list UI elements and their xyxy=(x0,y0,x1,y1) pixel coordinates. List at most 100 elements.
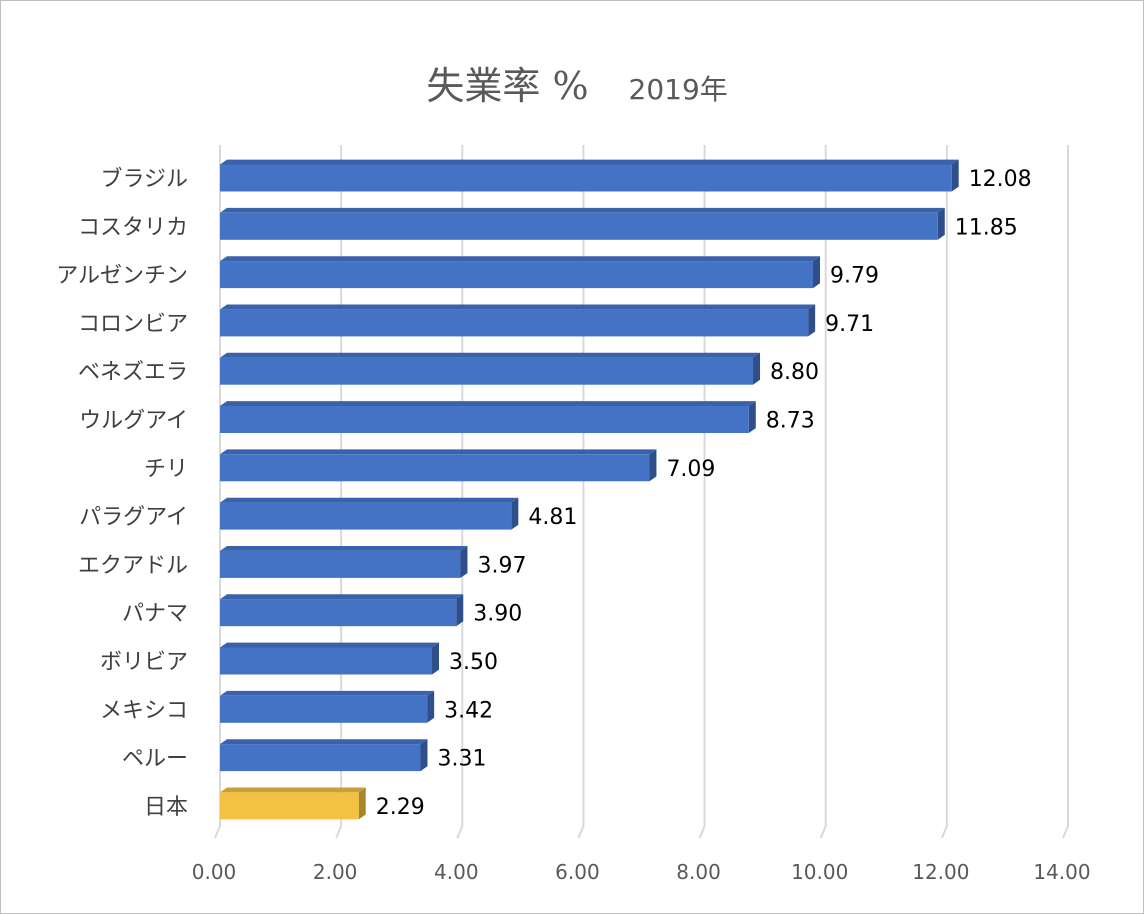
category-label: パナマ xyxy=(122,602,188,627)
category-label: アルゼンチン xyxy=(56,264,188,289)
data-label: 4.81 xyxy=(528,505,577,530)
bar xyxy=(220,352,761,385)
bar-top-face xyxy=(220,594,464,600)
category-label: コロンビア xyxy=(78,312,188,337)
bar xyxy=(220,159,959,192)
data-label: 9.79 xyxy=(830,264,879,289)
bar-top-face xyxy=(220,690,435,696)
bar-front-face xyxy=(220,164,952,192)
bar-front-face xyxy=(220,212,938,240)
chart-title: 失業率 % 2019年 xyxy=(0,36,1144,110)
bar-front-face xyxy=(220,550,461,578)
category-label: メキシコ xyxy=(100,698,188,723)
bar xyxy=(220,594,464,627)
gridline xyxy=(577,145,585,839)
data-label: 12.08 xyxy=(969,167,1032,192)
bar-top-face xyxy=(220,497,519,503)
bar-top-face xyxy=(220,449,657,455)
bar-side-face xyxy=(753,352,761,385)
bar-side-face xyxy=(358,787,366,820)
bar xyxy=(220,787,366,820)
bar-side-face xyxy=(748,401,756,433)
category-label: パラグアイ xyxy=(79,505,188,530)
gridline xyxy=(456,145,464,839)
bar-front-face xyxy=(220,647,432,675)
category-label: ブラジル xyxy=(100,167,188,192)
gridline xyxy=(335,145,343,839)
bar-side-face xyxy=(432,642,439,675)
data-label: 8.80 xyxy=(770,360,819,385)
x-tick-label: 8.00 xyxy=(676,860,721,884)
bar xyxy=(220,207,945,240)
gridline xyxy=(819,145,827,839)
bar xyxy=(220,401,756,433)
x-axis-tick-labels: 0.00 2.00 4.00 6.00 8.00 10.00 12.00 14.00 xyxy=(192,860,1091,884)
bar-front-face xyxy=(220,357,754,385)
category-label: ボリビア xyxy=(100,650,188,675)
category-label: ベネズエラ xyxy=(78,360,188,385)
bar-top-face xyxy=(220,304,816,310)
bar-front-face xyxy=(220,599,457,627)
bar-side-face xyxy=(649,449,657,482)
data-label: 8.73 xyxy=(766,409,815,434)
gridline xyxy=(698,145,706,839)
x-tick-label: 10.00 xyxy=(791,860,848,884)
bar xyxy=(220,304,816,337)
x-tick-label: 14.00 xyxy=(1033,860,1090,884)
data-label: 3.50 xyxy=(449,650,498,675)
category-label: エクアドル xyxy=(78,553,188,578)
data-label: 3.31 xyxy=(437,747,486,772)
bar-side-face xyxy=(511,497,519,530)
bar-side-face xyxy=(427,690,435,723)
x-tick-label: 12.00 xyxy=(912,860,969,884)
bar-side-face xyxy=(951,159,959,192)
x-tick-label: 4.00 xyxy=(434,860,479,884)
category-label: 日本 xyxy=(144,795,188,820)
bar xyxy=(220,690,435,723)
data-label: 7.09 xyxy=(666,457,715,482)
data-label: 2.29 xyxy=(376,795,425,820)
gridlines xyxy=(214,145,1069,839)
data-label: 11.85 xyxy=(955,215,1018,240)
bar xyxy=(220,497,519,530)
bar-front-face xyxy=(220,502,512,530)
bar-side-face xyxy=(456,594,464,627)
bar-top-face xyxy=(220,401,756,406)
category-label: ウルグアイ xyxy=(79,409,188,434)
data-label: 3.42 xyxy=(444,698,493,723)
bar-side-face xyxy=(420,739,428,772)
bar xyxy=(220,256,820,289)
chart-title-main: 失業率 % xyxy=(426,64,589,108)
bar-side-face xyxy=(460,546,468,578)
bar-front-face xyxy=(220,744,421,772)
bar-front-face xyxy=(220,406,749,433)
gridline xyxy=(1062,145,1069,839)
gridline xyxy=(214,145,221,839)
chart-subtitle: 2019年 xyxy=(628,73,728,106)
bar-front-face xyxy=(220,695,428,723)
category-label: コスタリカ xyxy=(78,215,188,240)
bar-top-face xyxy=(220,787,366,793)
bars xyxy=(220,159,959,820)
bar xyxy=(220,546,468,578)
bar xyxy=(220,642,439,675)
data-label: 3.97 xyxy=(477,553,526,578)
x-tick-label: 2.00 xyxy=(313,860,358,884)
bar-top-face xyxy=(220,739,428,745)
gridline xyxy=(940,145,948,839)
category-label: チリ xyxy=(144,457,188,482)
bar-top-face xyxy=(220,642,439,648)
bar-side-face xyxy=(937,207,945,240)
data-label: 9.71 xyxy=(825,312,874,337)
bar-side-face xyxy=(812,256,820,289)
bar-top-face xyxy=(220,159,959,165)
bar-front-face xyxy=(220,309,809,337)
bar xyxy=(220,739,428,772)
bar-top-face xyxy=(220,546,468,551)
bar-front-face xyxy=(220,454,650,482)
bar-top-face xyxy=(220,207,945,213)
bar-front-face xyxy=(220,261,813,289)
data-labels: 12.08 11.85 9.79 9.718.80 8.73 7.09 4.813.97 3.… xyxy=(376,167,1032,820)
bar-side-face xyxy=(808,304,816,337)
